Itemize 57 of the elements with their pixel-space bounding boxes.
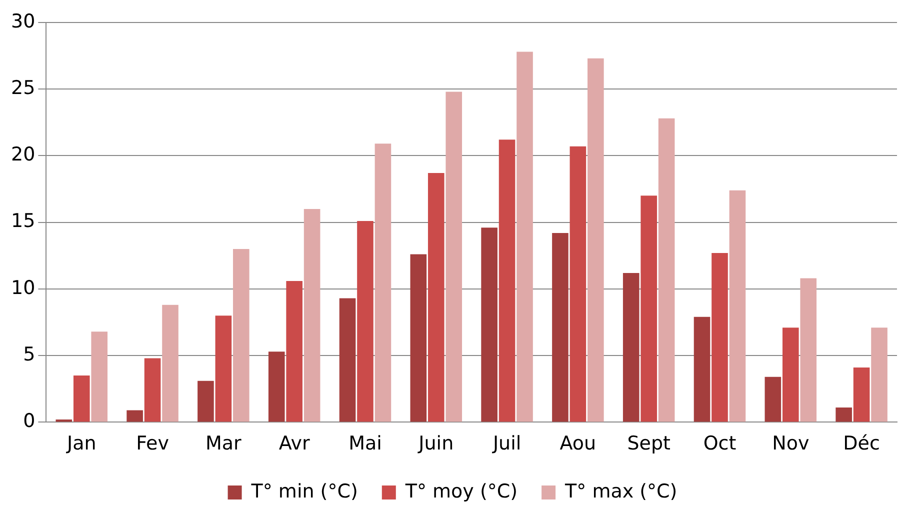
y-tick-label: 0 [23, 410, 36, 432]
bar [694, 316, 710, 422]
bar [446, 92, 462, 422]
y-tick-label: 20 [10, 144, 36, 166]
bar [729, 190, 746, 422]
bar [233, 248, 250, 422]
bar [410, 254, 427, 422]
bar [498, 140, 516, 422]
bar [836, 408, 852, 422]
bar [622, 272, 640, 422]
bar [304, 208, 320, 422]
x-tick-label: Juin [418, 432, 454, 455]
bar [215, 316, 232, 422]
bar [73, 376, 90, 422]
bar [286, 280, 302, 422]
bar [374, 144, 392, 422]
x-tick-label: Mai [348, 432, 382, 455]
bar [570, 146, 586, 422]
bar [144, 358, 161, 422]
bar [428, 172, 444, 422]
x-tick-label: Déc [843, 432, 880, 455]
bar [764, 376, 782, 422]
bar [800, 278, 817, 422]
legend-label: T° min (°C) [250, 480, 358, 502]
x-tick-label: Fev [136, 432, 169, 455]
bar [552, 232, 568, 422]
y-tick-label: 15 [10, 210, 36, 232]
bar [339, 298, 356, 422]
bar [871, 328, 888, 422]
x-tick-label: Sept [627, 432, 670, 455]
x-tick-label: Aou [560, 432, 596, 455]
bar [91, 332, 108, 422]
x-tick-label: Jan [66, 432, 96, 455]
legend-label: T° max (°C) [564, 480, 678, 502]
bar [126, 410, 143, 422]
bar [712, 252, 728, 422]
bar [516, 52, 533, 422]
x-tick-label: Nov [772, 432, 810, 455]
bar [481, 228, 498, 422]
y-tick-label: 10 [10, 276, 36, 299]
bar [658, 118, 675, 422]
x-tick-label: Oct [703, 432, 736, 455]
bar [198, 380, 214, 422]
bar [162, 304, 178, 422]
bar [268, 352, 285, 422]
x-tick-label: Juil [492, 432, 522, 455]
bar [357, 220, 374, 422]
bar [853, 368, 870, 422]
x-tick-label: Mar [206, 432, 242, 455]
y-tick-label: 5 [23, 344, 36, 366]
y-tick-label: 25 [10, 76, 36, 99]
bar [640, 196, 657, 422]
x-tick-label: Avr [278, 432, 310, 455]
bar [588, 58, 604, 422]
bar [782, 328, 799, 422]
y-tick-label: 30 [10, 10, 36, 32]
legend-label: T° moy (°C) [404, 480, 518, 502]
